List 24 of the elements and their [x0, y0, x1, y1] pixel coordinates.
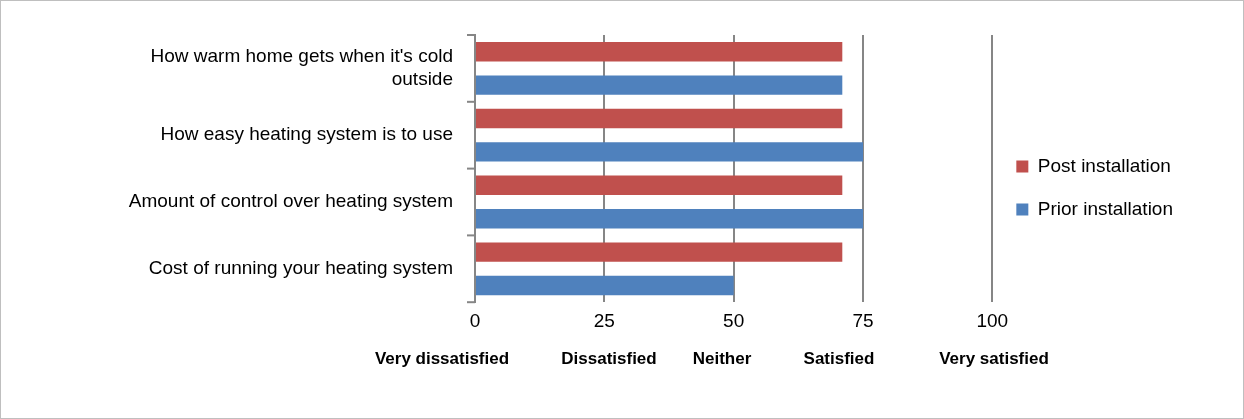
text: Very satisfied — [939, 349, 1049, 369]
x-tick-label: 0 — [469, 309, 481, 331]
y-tick-label: Amount of control over heating system — [128, 190, 453, 212]
legend-label: Prior installation — [1037, 197, 1173, 219]
y-tick-label: How warm home gets when it's cold outside — [150, 45, 453, 90]
x-tick-label: 100 — [976, 309, 1009, 331]
text: Neither — [692, 349, 752, 369]
bar — [476, 209, 863, 229]
bar — [476, 108, 843, 129]
y-tick-label: How easy heating system is to use — [160, 123, 453, 145]
x-tick-label: 25 — [593, 309, 615, 331]
y-tick-label: Cost of running your heating system — [148, 257, 453, 279]
bar — [476, 42, 843, 62]
text: Very dissatisfied — [374, 349, 510, 369]
bar — [476, 75, 843, 95]
x-tick-label: 75 — [852, 309, 874, 331]
text: Dissatisfied — [561, 349, 657, 369]
text: Satisfied — [803, 349, 875, 369]
x-tick-label: 50 — [723, 309, 745, 331]
bar — [476, 275, 734, 296]
bar — [476, 175, 843, 195]
bar — [476, 142, 863, 162]
bar — [476, 242, 843, 262]
legend-label: Post installation — [1037, 154, 1171, 176]
